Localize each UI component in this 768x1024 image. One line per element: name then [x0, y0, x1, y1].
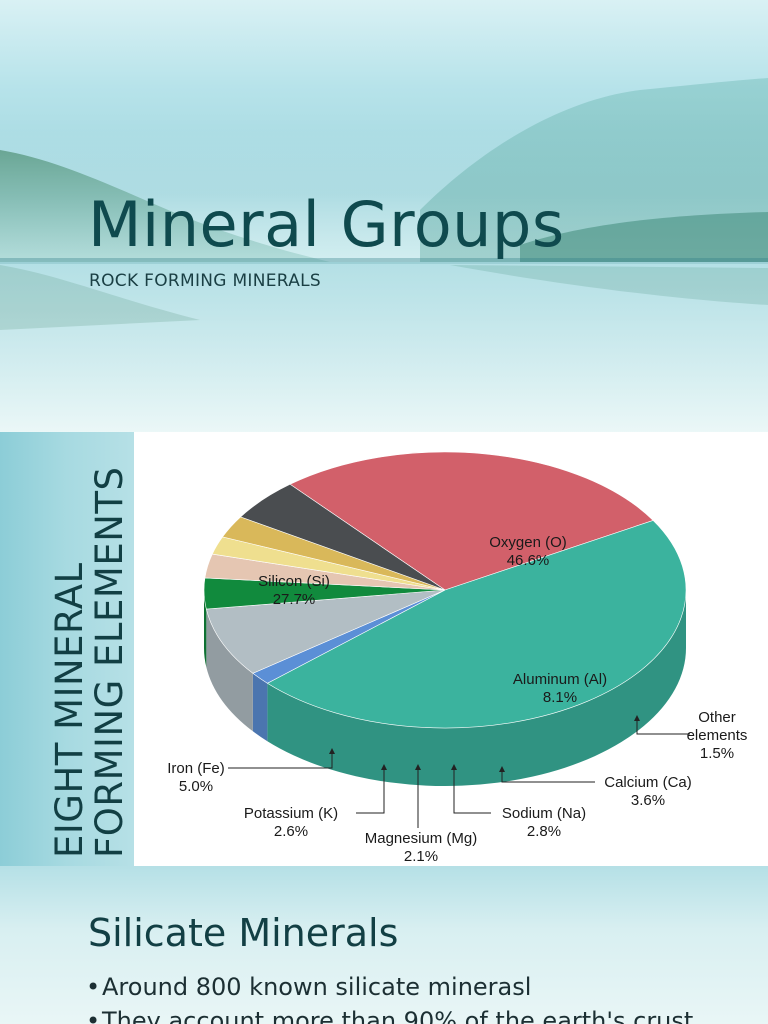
label-silicon-name: Silicon (Si) [258, 573, 330, 590]
lake-scenery [0, 78, 768, 432]
arrow-other [634, 715, 640, 721]
label-potassium-value: 2.6% [274, 823, 308, 840]
label-calcium-name: Calcium (Ca) [604, 774, 692, 791]
label-aluminum-name: Aluminum (Al) [513, 671, 607, 688]
vertical-title: EIGHT MINERAL FORMING ELEMENTS [48, 466, 131, 859]
arrow-potassium [381, 764, 387, 770]
label-iron-name: Iron (Fe) [167, 760, 225, 777]
pie-slice-silicon [289, 451, 654, 591]
label-silicon-value: 27.7% [273, 591, 316, 608]
pie-chart: Oxygen (O) 46.6% Silicon (Si) 27.7% Aluminum… [134, 432, 768, 866]
arrow-magnesium [415, 764, 421, 770]
pie-side-oxygen [267, 590, 686, 786]
pie-side-aluminum [206, 609, 253, 732]
pie-side-other [252, 673, 268, 742]
arrow-calcium [499, 766, 505, 772]
leader-other [636, 719, 690, 735]
label-oxygen-value: 46.6% [507, 552, 550, 569]
pie-slice-oxygen [266, 520, 687, 729]
bullet-text: Around 800 known silicate minerasl [102, 973, 532, 1001]
elements-slide: EIGHT MINERAL FORMING ELEMENTS Oxygen (O… [0, 432, 768, 866]
label-other-line2: elements [687, 727, 748, 744]
pie-slice-iron [240, 483, 446, 591]
label-potassium-name: Potassium (K) [244, 805, 338, 822]
label-other-line1: Other [698, 709, 736, 726]
label-iron-value: 5.0% [179, 778, 213, 795]
label-calcium-value: 3.6% [631, 792, 665, 809]
label-sodium-value: 2.8% [527, 823, 561, 840]
label-aluminum-value: 8.1% [543, 689, 577, 706]
side-panel [0, 432, 134, 866]
pie-slice-aluminum [205, 589, 446, 674]
label-magnesium-name: Magnesium (Mg) [365, 830, 478, 847]
slide-subtitle: ROCK FORMING MINERALS [89, 271, 322, 291]
label-other-value: 1.5% [700, 745, 734, 762]
leader-iron [228, 752, 333, 769]
bullet-item: •Around 800 known silicate minerasl [86, 973, 532, 1001]
leader-potassium [356, 768, 385, 814]
silicate-slide: Silicate Minerals •Around 800 known sili… [0, 866, 768, 1024]
leader-sodium [453, 768, 491, 814]
label-sodium-name: Sodium (Na) [502, 805, 586, 822]
title-slide: Mineral Groups ROCK FORMING MINERALS [0, 0, 768, 432]
arrow-sodium [451, 764, 457, 770]
bullet-item: •They account more than 90% of the earth… [86, 1004, 693, 1024]
bullet-list: •Around 800 known silicate minerasl •The… [86, 970, 693, 1024]
slide-title: Mineral Groups [88, 188, 565, 261]
label-magnesium-value: 2.1% [404, 848, 438, 865]
bullet-text: They account more than 90% of the earth'… [102, 1007, 694, 1024]
label-oxygen-name: Oxygen (O) [489, 534, 567, 551]
slide-title: Silicate Minerals [88, 911, 399, 955]
pie-side-calcium [204, 590, 207, 668]
arrow-iron [329, 748, 335, 754]
leader-calcium [501, 770, 595, 783]
pie-chart-svg: Oxygen (O)46.6% Silicon (Si)27.7% Aluminum… [167, 451, 748, 865]
